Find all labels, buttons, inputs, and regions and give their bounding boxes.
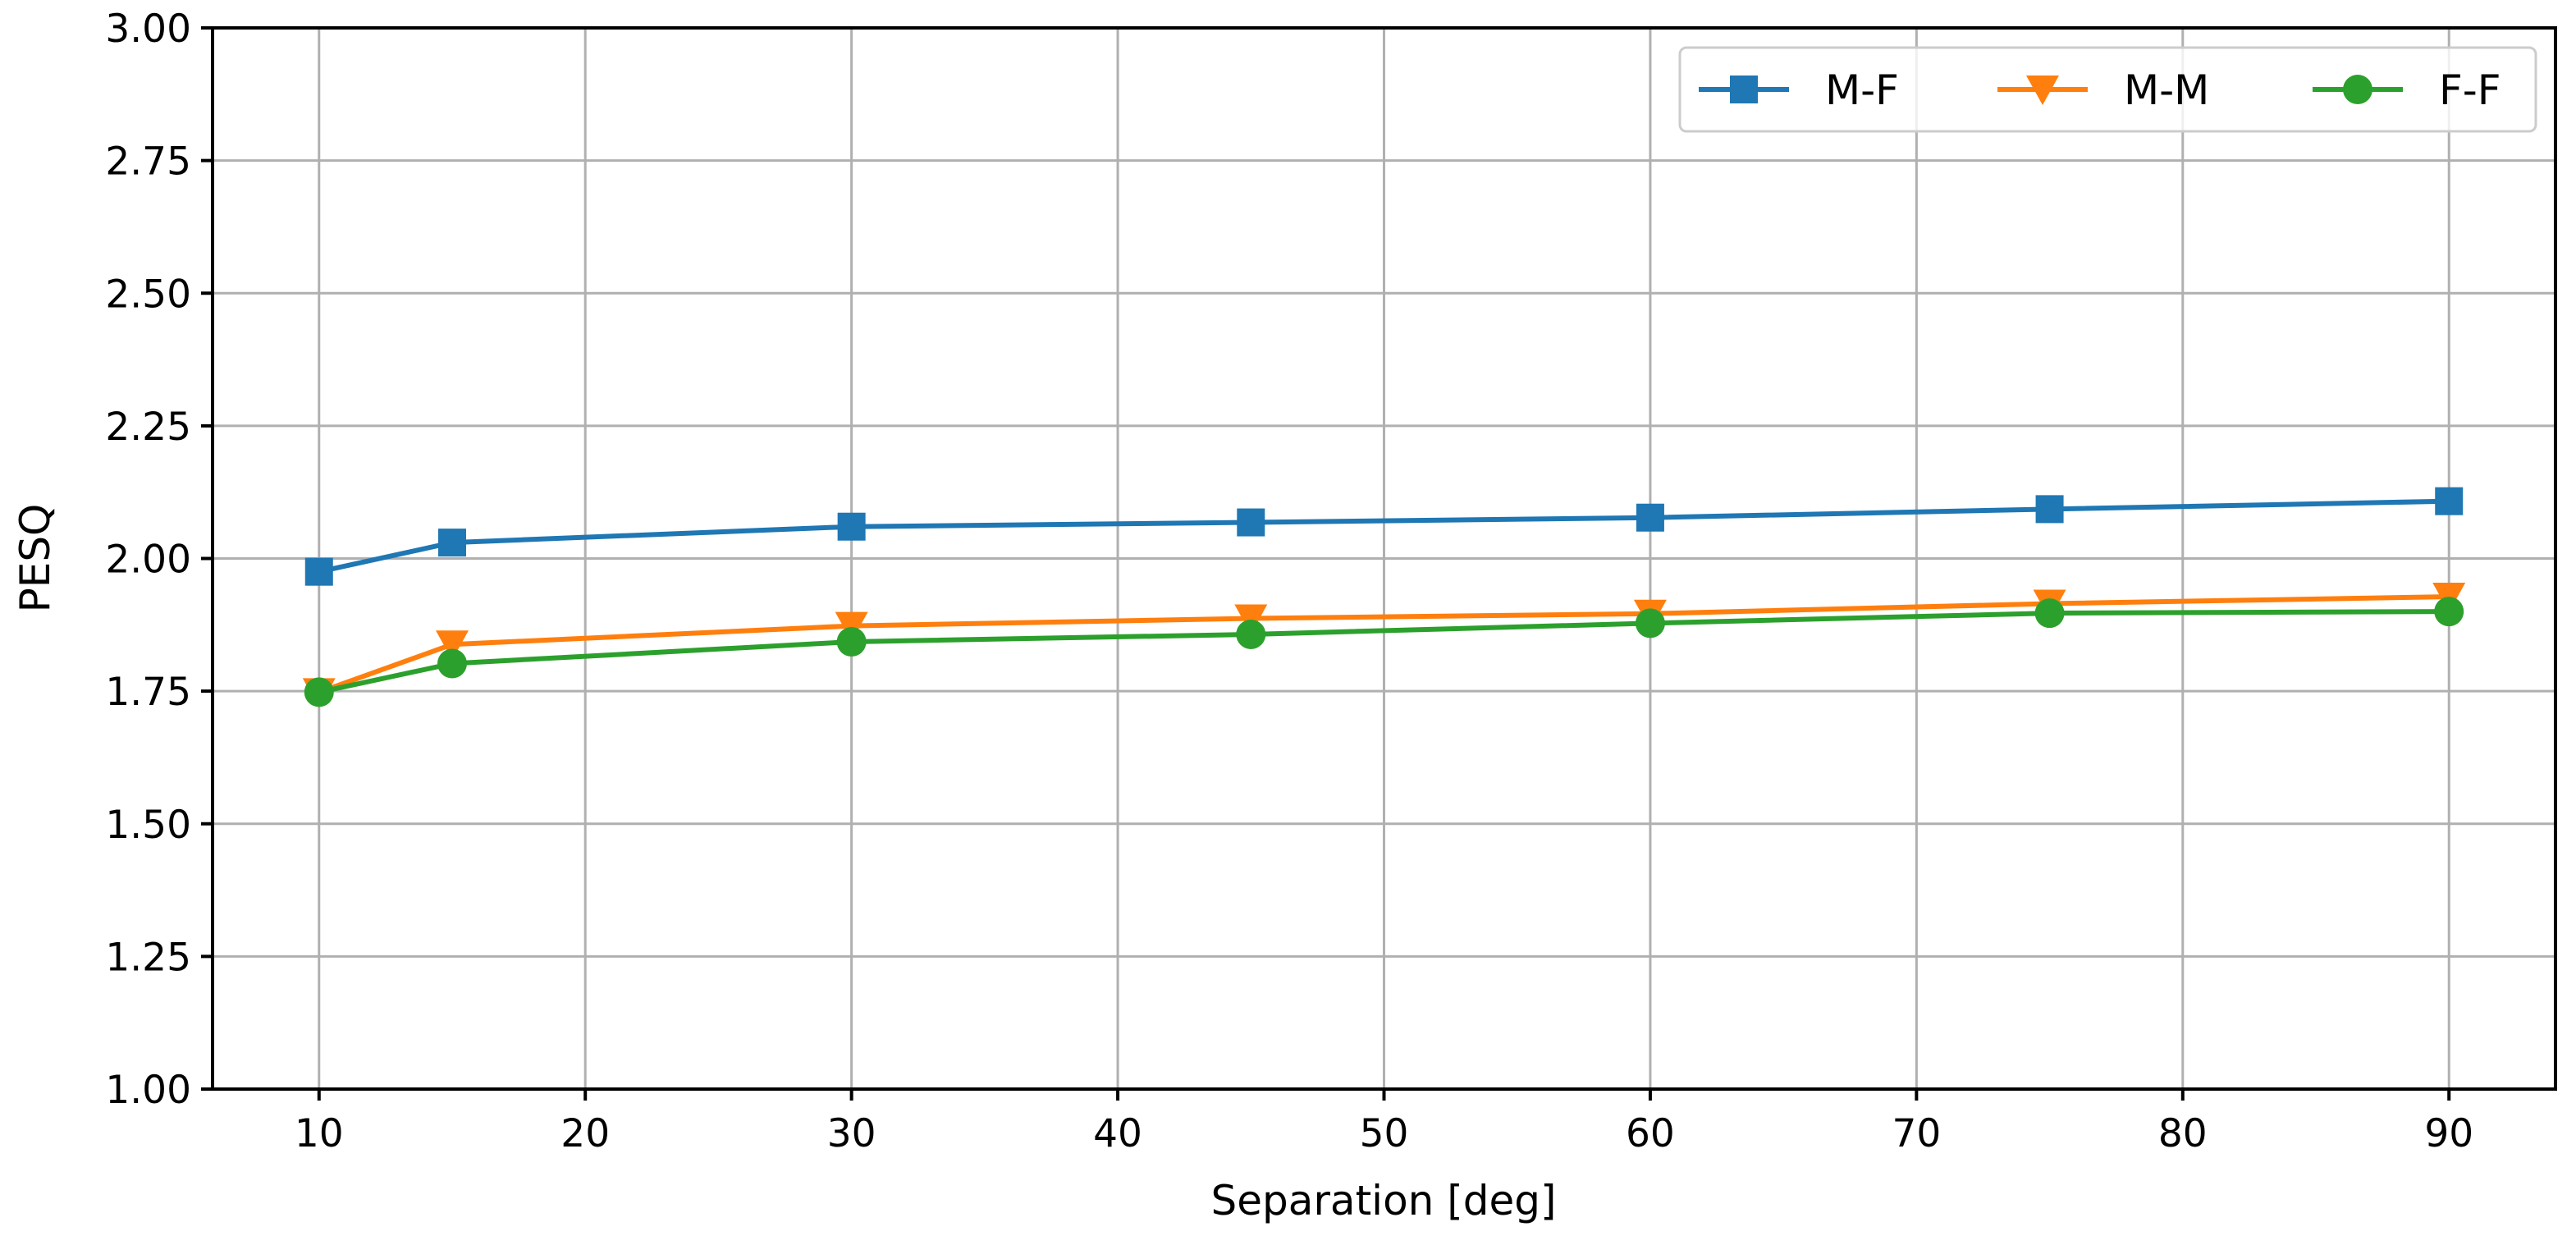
legend-label: M-M (2124, 66, 2209, 114)
data-point (1636, 503, 1664, 532)
legend-label: F-F (2439, 66, 2501, 114)
x-axis-label: Separation [deg] (1211, 1177, 1557, 1224)
legend-entry-m-m: M-M (1997, 66, 2209, 114)
series-f-f (304, 597, 2464, 707)
data-point (1237, 508, 1265, 537)
data-point (1234, 604, 1268, 634)
x-tick-label: 30 (827, 1111, 876, 1156)
data-point (2034, 598, 2065, 629)
x-tick-label: 50 (1360, 1111, 1409, 1156)
y-tick-label: 1.50 (105, 803, 191, 848)
y-tick-label: 1.25 (105, 935, 191, 980)
legend-marker (1730, 76, 1758, 103)
y-tick-label: 3.00 (105, 7, 191, 52)
data-point (304, 677, 334, 707)
data-point (1236, 619, 1266, 649)
legend-label: M-F (1825, 66, 1899, 114)
data-point (1635, 608, 1665, 639)
data-point (836, 627, 867, 657)
data-point (835, 611, 868, 642)
data-point (837, 512, 866, 541)
y-tick-label: 1.75 (105, 670, 191, 715)
data-point (2435, 487, 2464, 515)
tick-layer: 10 20 30 40 50 60 70 80 90 1.00 1.25 1.50 1.75 2.00 2.… (105, 7, 2473, 1156)
data-point (304, 557, 333, 586)
legend-marker (2343, 75, 2372, 104)
series-m-f (304, 487, 2464, 586)
y-tick-label: 1.00 (105, 1068, 191, 1113)
data-point (437, 648, 467, 679)
data-point (435, 630, 469, 661)
legend-box (1678, 46, 2537, 133)
series-layer (302, 487, 2466, 708)
x-tick-label: 10 (295, 1111, 344, 1156)
x-tick-label: 80 (2158, 1111, 2208, 1156)
y-tick-label: 2.00 (105, 538, 191, 583)
y-tick-label: 2.75 (105, 140, 191, 185)
legend-entry-m-f: M-F (1699, 66, 1899, 114)
data-point (437, 529, 466, 557)
data-point (2434, 597, 2464, 627)
legend-entry-f-f: F-F (2313, 66, 2501, 114)
y-tick-label: 2.25 (105, 405, 191, 450)
x-tick-label: 40 (1093, 1111, 1142, 1156)
data-point (2035, 495, 2064, 524)
x-tick-label: 60 (1626, 1111, 1675, 1156)
grid-layer (213, 26, 2555, 1091)
y-tick-label: 2.50 (105, 272, 191, 317)
x-tick-label: 70 (1892, 1111, 1941, 1156)
x-tick-label: 90 (2424, 1111, 2473, 1156)
legend-marker (2026, 76, 2059, 105)
y-axis-label: PESQ (11, 504, 59, 613)
legend: M-F M-M F-F (1678, 46, 2537, 133)
x-tick-label: 20 (560, 1111, 610, 1156)
